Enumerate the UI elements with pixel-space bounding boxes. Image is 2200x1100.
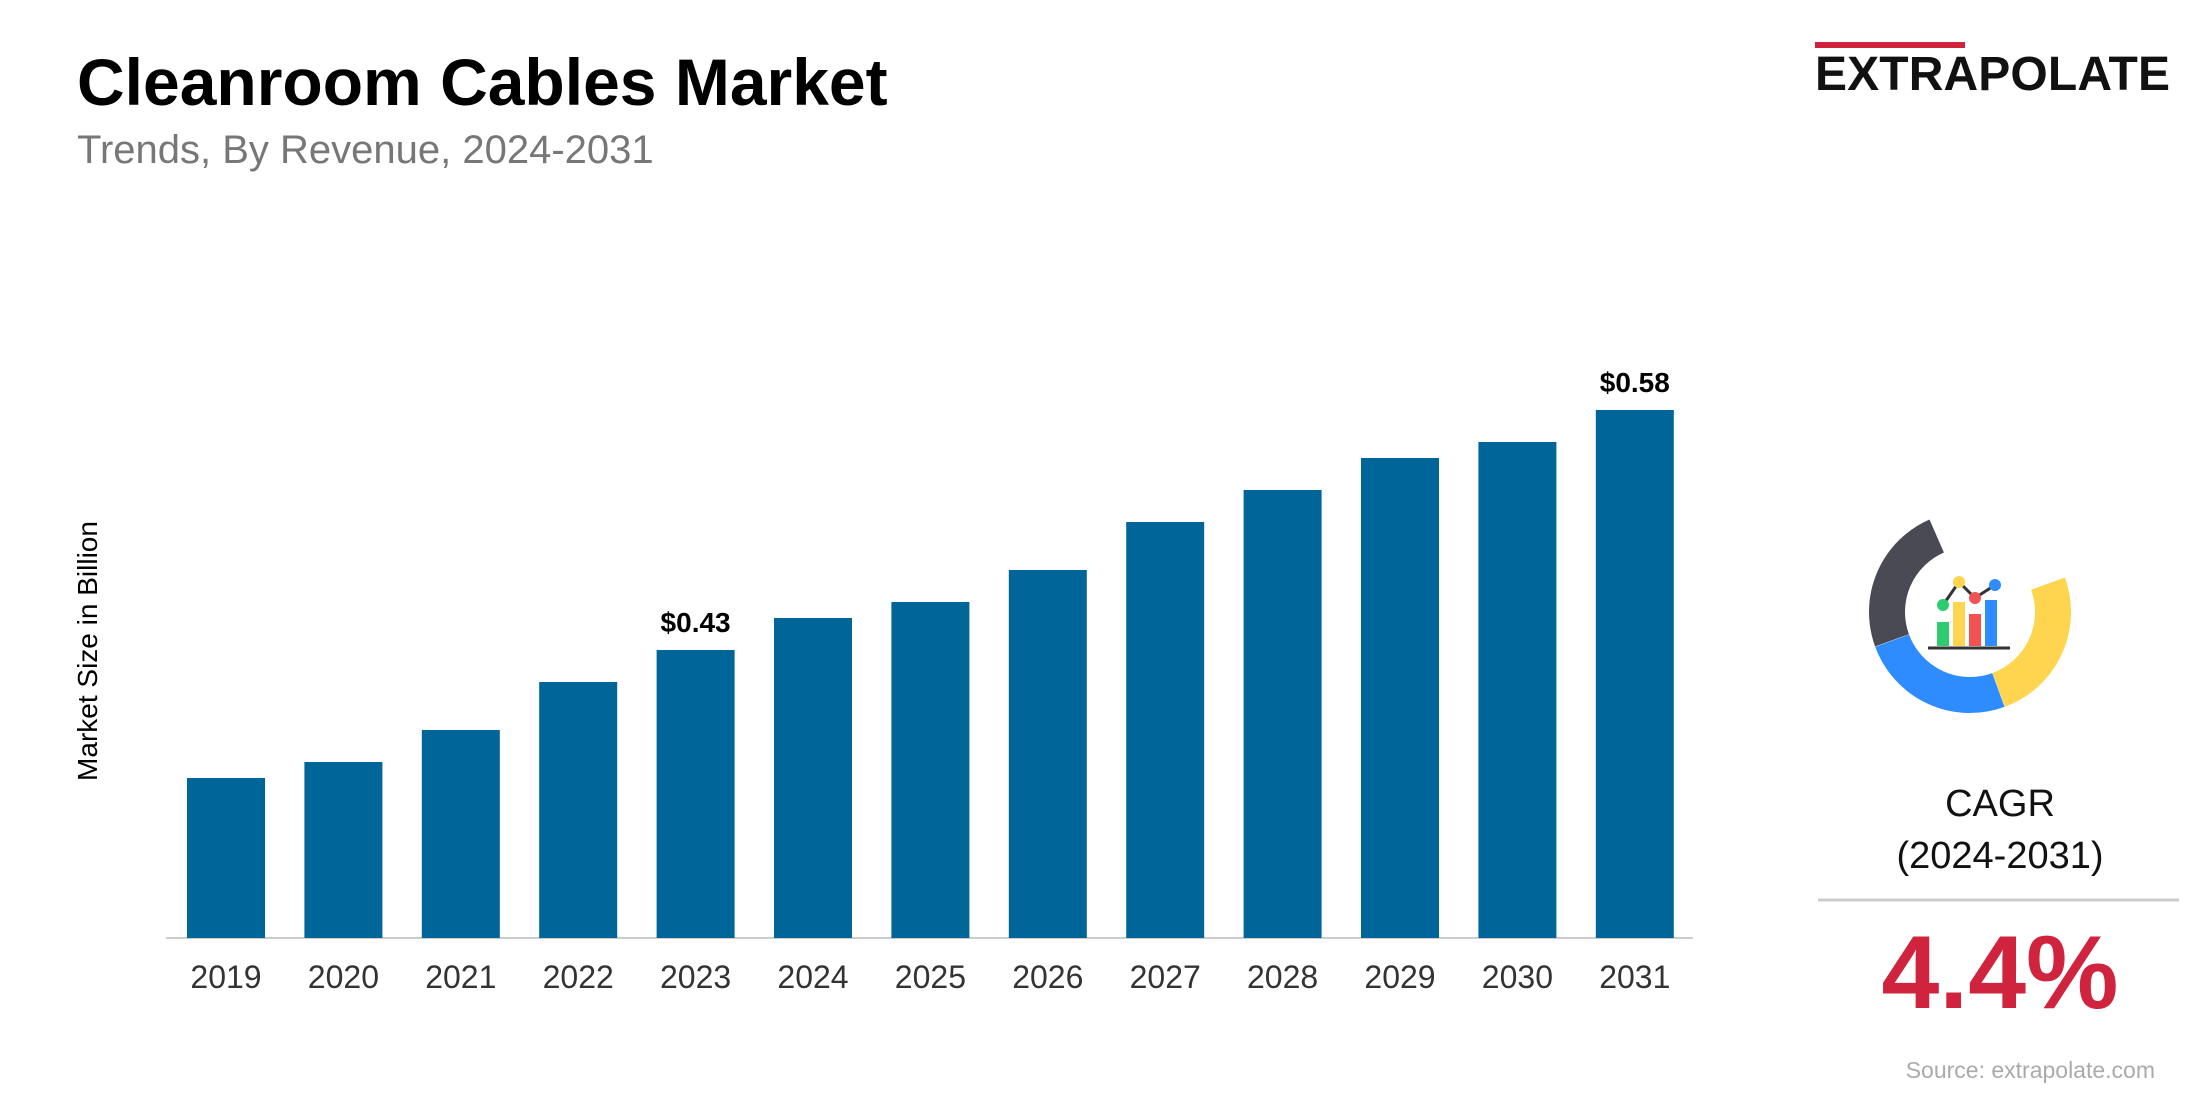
source: Source: extrapolate.com — [1906, 1057, 2155, 1083]
data-label: $0.43 — [661, 607, 731, 638]
x-tick-label: 2027 — [1130, 959, 1201, 995]
bar — [1008, 570, 1087, 938]
bar — [421, 730, 500, 938]
x-tick-label: 2020 — [308, 959, 379, 995]
bar — [1361, 458, 1439, 938]
bar — [774, 618, 852, 938]
x-tick-label: 2026 — [1012, 959, 1083, 995]
chart-subtitle: Trends, By Revenue, 2024-2031 — [77, 128, 654, 172]
cagr-period: (2024-2031) — [1896, 835, 2103, 877]
bar — [656, 650, 735, 938]
x-tick-label: 2028 — [1247, 959, 1318, 995]
data-label: $0.58 — [1600, 367, 1670, 398]
x-tick-label: 2021 — [425, 959, 496, 995]
logo-accent — [1815, 42, 1965, 48]
chart-title: Cleanroom Cables Market — [77, 45, 888, 119]
x-tick-label: 2029 — [1364, 959, 1435, 995]
bar — [304, 762, 383, 938]
bar — [1243, 490, 1322, 938]
x-tick-label: 2023 — [660, 959, 731, 995]
x-tick-label: 2030 — [1482, 959, 1553, 995]
bar — [187, 778, 265, 938]
x-tick-label: 2022 — [543, 959, 614, 995]
cagr-value: 4.4% — [1881, 915, 2118, 1031]
x-tick-label: 2025 — [895, 959, 966, 995]
cagr-label: CAGR — [1945, 783, 2055, 825]
bar — [1478, 442, 1557, 938]
x-tick-label: 2031 — [1599, 959, 1670, 995]
bar — [539, 682, 618, 938]
bar — [1126, 522, 1205, 938]
logo: EXTRAPOLATE — [1815, 48, 2170, 101]
bar — [1595, 410, 1674, 938]
y-axis-label: Market Size in Billion — [72, 521, 103, 781]
x-tick-label: 2024 — [777, 959, 848, 995]
cagr-icon — [1869, 511, 2071, 713]
x-tick-label: 2019 — [190, 959, 261, 995]
bar — [891, 602, 970, 938]
